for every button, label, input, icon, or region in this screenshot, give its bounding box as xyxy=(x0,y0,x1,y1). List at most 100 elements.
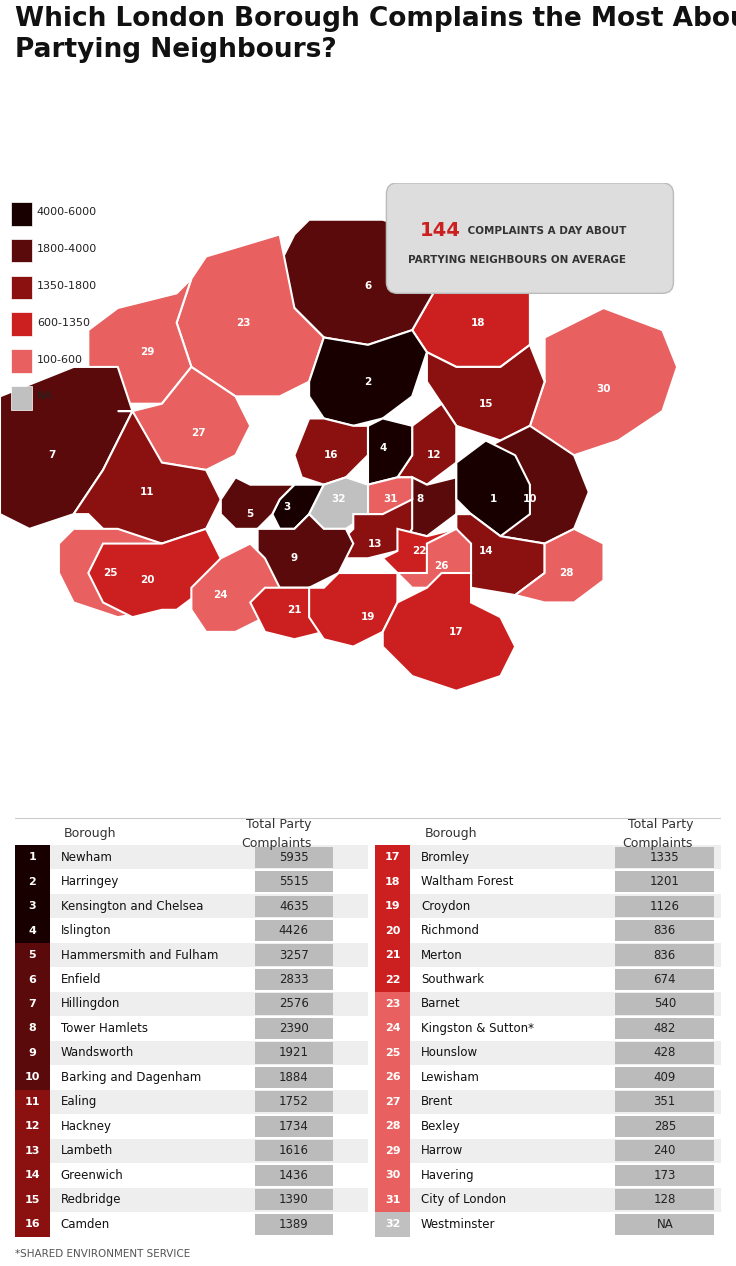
Polygon shape xyxy=(339,499,412,558)
Text: 12: 12 xyxy=(427,451,442,461)
Bar xyxy=(11,386,32,410)
Text: 17: 17 xyxy=(449,627,464,637)
Bar xyxy=(375,943,721,967)
Bar xyxy=(375,1163,411,1188)
Text: 18: 18 xyxy=(471,318,486,328)
Bar xyxy=(615,871,714,893)
Bar xyxy=(15,943,368,967)
Polygon shape xyxy=(221,477,294,529)
Text: Richmond: Richmond xyxy=(421,924,480,937)
Text: 17: 17 xyxy=(385,852,400,862)
Bar xyxy=(255,994,333,1014)
Text: 15: 15 xyxy=(478,399,493,409)
Text: 24: 24 xyxy=(385,1023,400,1033)
Bar xyxy=(375,1017,721,1041)
Text: 6: 6 xyxy=(29,975,36,985)
Text: Borough: Borough xyxy=(425,828,477,841)
Bar xyxy=(15,1212,368,1237)
Text: Harrow: Harrow xyxy=(421,1144,463,1157)
Bar xyxy=(375,991,721,1017)
Polygon shape xyxy=(427,344,545,441)
Text: Southwark: Southwark xyxy=(421,974,484,986)
Bar xyxy=(15,918,368,943)
Text: 1752: 1752 xyxy=(279,1095,308,1109)
Text: Wandsworth: Wandsworth xyxy=(60,1047,134,1060)
Bar xyxy=(375,1188,411,1212)
Text: 7: 7 xyxy=(29,999,36,1009)
Text: 18: 18 xyxy=(385,876,400,886)
Text: 27: 27 xyxy=(385,1096,400,1106)
Bar xyxy=(255,1018,333,1039)
Bar xyxy=(375,894,411,918)
Bar xyxy=(255,871,333,893)
Text: 32: 32 xyxy=(331,495,346,504)
Bar xyxy=(255,1042,333,1063)
Text: Complaints: Complaints xyxy=(623,837,693,849)
Bar xyxy=(375,967,411,991)
Text: 1884: 1884 xyxy=(279,1071,308,1084)
Polygon shape xyxy=(88,529,221,617)
Text: 31: 31 xyxy=(385,1195,400,1205)
Text: 32: 32 xyxy=(385,1219,400,1229)
Text: 5: 5 xyxy=(29,950,36,960)
Text: 19: 19 xyxy=(361,613,375,622)
Text: 1335: 1335 xyxy=(650,851,679,863)
Bar xyxy=(15,870,368,894)
Text: 29: 29 xyxy=(385,1146,400,1156)
Text: 4635: 4635 xyxy=(279,900,308,913)
Text: 3257: 3257 xyxy=(279,948,308,961)
Bar xyxy=(615,1067,714,1087)
Bar xyxy=(15,991,368,1017)
Bar xyxy=(255,895,333,917)
Bar xyxy=(615,944,714,966)
Bar xyxy=(11,276,32,299)
Text: 24: 24 xyxy=(213,590,228,600)
Text: 19: 19 xyxy=(385,901,400,912)
Polygon shape xyxy=(368,419,412,485)
Bar xyxy=(255,1214,333,1234)
Polygon shape xyxy=(74,411,221,543)
Text: 2576: 2576 xyxy=(279,998,308,1010)
Text: 7: 7 xyxy=(48,451,55,461)
Bar xyxy=(375,1212,411,1237)
Bar xyxy=(375,1065,411,1090)
Text: Islington: Islington xyxy=(60,924,111,937)
Polygon shape xyxy=(250,587,339,639)
Bar xyxy=(15,1017,368,1041)
Polygon shape xyxy=(309,330,427,425)
Bar xyxy=(15,1017,50,1041)
Text: Kensington and Chelsea: Kensington and Chelsea xyxy=(60,900,203,913)
Text: 29: 29 xyxy=(140,347,155,357)
Text: 600-1350: 600-1350 xyxy=(37,318,90,328)
Bar xyxy=(375,1212,721,1237)
Text: Waltham Forest: Waltham Forest xyxy=(421,875,514,887)
Text: City of London: City of London xyxy=(421,1194,506,1206)
Text: Greenwich: Greenwich xyxy=(60,1169,124,1182)
Text: 11: 11 xyxy=(140,487,155,498)
Bar xyxy=(255,944,333,966)
Text: Complaints: Complaints xyxy=(241,837,311,849)
Text: Hounslow: Hounslow xyxy=(421,1047,478,1060)
Text: 4426: 4426 xyxy=(279,924,309,937)
Polygon shape xyxy=(272,485,324,529)
Bar xyxy=(255,1165,333,1186)
Text: 3: 3 xyxy=(283,501,291,511)
Text: Enfield: Enfield xyxy=(60,974,101,986)
Bar xyxy=(375,1041,411,1065)
Text: 351: 351 xyxy=(654,1095,676,1109)
Polygon shape xyxy=(397,404,456,485)
Text: 1201: 1201 xyxy=(650,875,679,887)
Bar xyxy=(375,844,411,870)
Polygon shape xyxy=(456,514,545,595)
Text: Bexley: Bexley xyxy=(421,1120,461,1133)
Text: 23: 23 xyxy=(236,318,250,328)
Bar xyxy=(15,894,50,918)
Text: 6: 6 xyxy=(364,281,372,291)
Text: NA: NA xyxy=(657,1218,673,1231)
Text: 23: 23 xyxy=(385,999,400,1009)
Bar xyxy=(615,1214,714,1234)
Text: Tower Hamlets: Tower Hamlets xyxy=(60,1022,148,1036)
Text: 10: 10 xyxy=(523,495,537,504)
Text: 30: 30 xyxy=(385,1171,400,1180)
Polygon shape xyxy=(309,573,397,647)
